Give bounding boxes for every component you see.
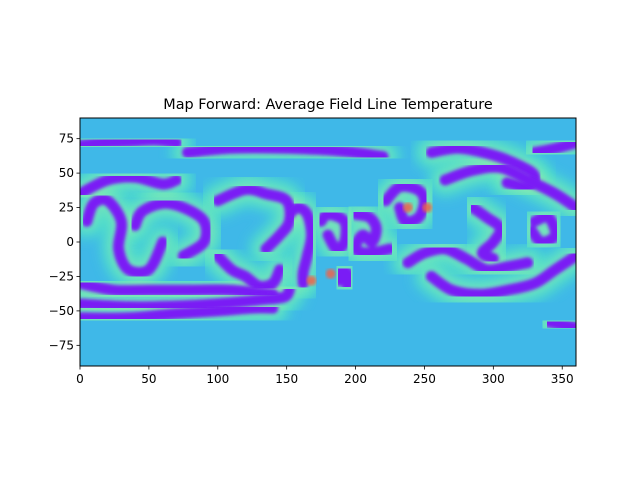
hotspot-layer xyxy=(306,202,433,286)
band-north-left-lower xyxy=(80,171,182,200)
x-tick-label: 0 xyxy=(76,372,84,386)
hotspot-2 xyxy=(422,202,433,213)
band-south-right xyxy=(425,250,576,300)
band-center-lower xyxy=(212,250,286,293)
y-tick-label: 75 xyxy=(59,132,74,146)
x-tick-label: 200 xyxy=(344,372,367,386)
band-mid-loop-2 xyxy=(349,208,396,259)
band-right-small xyxy=(526,211,561,248)
y-tick-label: 50 xyxy=(59,166,74,180)
band-column xyxy=(283,202,317,289)
y-tick-label: −75 xyxy=(49,338,74,352)
y-tick-label: −50 xyxy=(49,304,74,318)
band-left-loop xyxy=(81,193,169,279)
band-north-arc-left xyxy=(80,134,182,152)
y-tick-label: −25 xyxy=(49,269,74,283)
heatmap-plot-area xyxy=(80,118,576,366)
x-tick-label: 100 xyxy=(206,372,229,386)
x-tick-label: 250 xyxy=(413,372,436,386)
band-layer xyxy=(80,134,576,333)
band-east-upper xyxy=(439,161,576,214)
hotspot-3 xyxy=(325,268,336,279)
hotspot-4 xyxy=(306,275,317,286)
band-mid-loop xyxy=(315,208,352,255)
x-tick-label: 350 xyxy=(551,372,574,386)
hotspot-1 xyxy=(402,202,413,213)
band-south-main xyxy=(80,284,295,313)
band-right-inner xyxy=(467,202,506,264)
y-tick-label: 0 xyxy=(66,235,74,249)
band-south-far-right xyxy=(542,316,576,333)
band-left-hook xyxy=(129,197,213,262)
chart-title: Map Forward: Average Field Line Temperat… xyxy=(163,97,493,113)
band-center-s xyxy=(212,183,296,255)
x-axis: 0 50 100 150 200 250 300 350 xyxy=(76,366,574,386)
x-tick-label: 150 xyxy=(275,372,298,386)
band-south-lower xyxy=(80,302,279,324)
band-north-right xyxy=(425,142,541,193)
band-south-upper xyxy=(80,277,279,300)
band-mid-blob xyxy=(333,264,356,292)
band-right-loop xyxy=(380,180,430,228)
band-right-arc xyxy=(402,243,534,276)
band-north-far-right xyxy=(529,137,576,158)
band-north-arc-mid xyxy=(182,142,389,163)
x-tick-label: 300 xyxy=(482,372,505,386)
y-axis: −75 −50 −25 0 25 50 75 xyxy=(49,132,80,352)
y-tick-label: 25 xyxy=(59,201,74,215)
x-tick-label: 50 xyxy=(141,372,156,386)
